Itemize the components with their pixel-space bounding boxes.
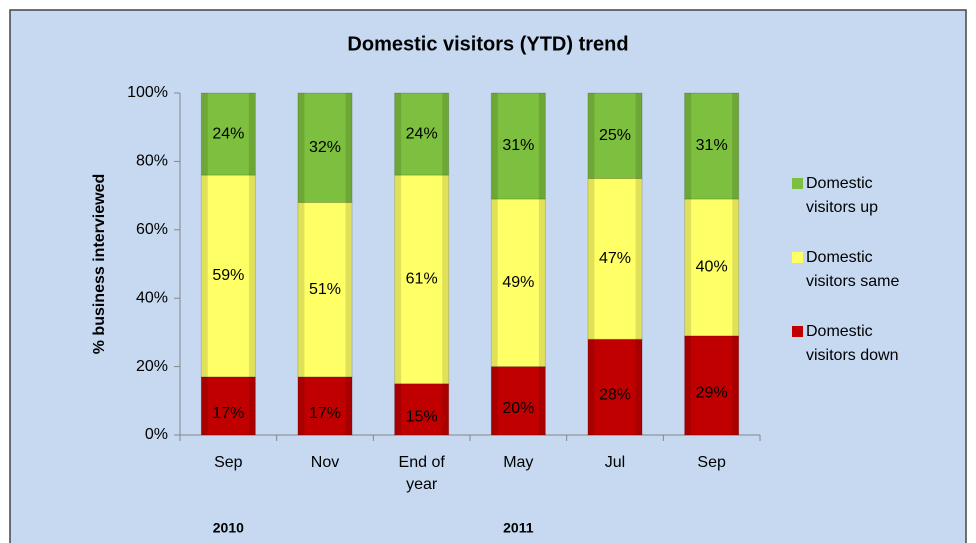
legend-item: Domestic visitors same	[792, 246, 942, 294]
x-tick-label: Nov	[311, 454, 339, 471]
legend-item: Domestic visitors up	[792, 172, 942, 220]
bar-segment	[587, 178, 643, 340]
bar-shade	[538, 366, 546, 435]
bar-segment	[587, 338, 643, 436]
chart-background	[9, 9, 967, 543]
y-tick-label: 40%	[136, 289, 168, 306]
legend-label: Domestic visitors same	[806, 249, 900, 290]
bar-shade	[491, 366, 498, 435]
year-label: 2011	[503, 520, 534, 536]
bar-shade	[394, 93, 402, 176]
data-label: 17%	[309, 405, 341, 422]
bar-shade	[248, 93, 256, 176]
chart-title: Domestic visitors (YTD) trend	[347, 33, 628, 55]
bar-shade	[635, 93, 643, 179]
bar-shade	[732, 199, 739, 336]
bar-shade	[345, 93, 353, 203]
data-label: 29%	[696, 385, 728, 402]
bar-shade	[732, 93, 739, 200]
data-label: 24%	[406, 125, 438, 142]
legend-swatch	[792, 178, 803, 189]
bar-shade	[491, 199, 498, 367]
data-label: 61%	[406, 271, 438, 288]
bar-shade	[587, 178, 595, 340]
bar-shade	[201, 93, 208, 176]
bar-shade	[201, 376, 208, 435]
legend: Domestic visitors up Domestic visitors sa…	[792, 172, 942, 394]
data-label: 25%	[599, 127, 631, 144]
bar-shade	[248, 376, 256, 435]
bar-shade	[442, 93, 449, 176]
data-label: 24%	[212, 125, 244, 142]
y-tick-label: 0%	[145, 426, 168, 443]
bar-segment	[490, 92, 546, 200]
x-tick-label: End of year	[399, 454, 446, 493]
bar-segment	[394, 174, 450, 385]
year-label: 2010	[213, 520, 244, 536]
bar-segment	[200, 92, 256, 176]
data-label: 40%	[696, 259, 728, 276]
bar-shade	[635, 178, 643, 340]
legend-swatch	[792, 326, 803, 337]
data-label: 49%	[502, 274, 534, 291]
bar-shade	[732, 335, 739, 435]
bar-shade	[587, 339, 595, 435]
data-label: 15%	[406, 409, 438, 426]
data-label: 20%	[502, 400, 534, 417]
data-label: 51%	[309, 281, 341, 298]
bar-segment	[297, 376, 353, 436]
legend-swatch	[792, 252, 803, 263]
bar-shade	[345, 376, 353, 435]
bar-shade	[394, 175, 402, 384]
bar-shade	[684, 335, 692, 435]
data-label: 17%	[212, 405, 244, 422]
legend-label: Domestic visitors down	[806, 323, 899, 364]
bar-shade	[538, 93, 546, 200]
data-label: 47%	[599, 250, 631, 267]
y-tick-label: 80%	[136, 153, 168, 170]
y-tick-label: 20%	[136, 358, 168, 375]
legend-item: Domestic visitors down	[792, 320, 942, 368]
bar-segment	[297, 92, 353, 203]
bar-shade	[345, 202, 353, 377]
bar-shade	[587, 93, 595, 179]
bar-segment	[684, 198, 740, 337]
bar-shade	[491, 93, 498, 200]
y-tick-label: 100%	[127, 84, 168, 101]
bar-segment	[394, 92, 450, 176]
bar-shade	[248, 175, 256, 377]
bar-segment	[200, 174, 256, 378]
x-tick-label: Sep	[214, 454, 243, 471]
bar-segment	[587, 92, 643, 179]
data-label: 31%	[502, 137, 534, 154]
x-tick-label: May	[503, 454, 533, 471]
data-label: 28%	[599, 386, 631, 403]
bar-shade	[442, 383, 449, 435]
bar-shade	[297, 202, 305, 377]
legend-label: Domestic visitors up	[806, 175, 879, 216]
bar-shade	[538, 199, 546, 367]
bar-shade	[442, 175, 449, 384]
bar-segment	[297, 201, 353, 378]
bar-shade	[684, 199, 692, 336]
x-tick-label: Sep	[697, 454, 726, 471]
data-label: 31%	[696, 137, 728, 154]
bar-shade	[297, 93, 305, 203]
bar-shade	[684, 93, 692, 200]
x-tick-label: Jul	[605, 454, 625, 471]
y-tick-label: 60%	[136, 221, 168, 238]
y-axis-label: % business interviewed	[91, 174, 108, 355]
bar-segment	[490, 198, 546, 368]
data-label: 59%	[212, 267, 244, 284]
data-label: 32%	[309, 139, 341, 156]
bar-shade	[635, 339, 643, 435]
bar-segment	[684, 92, 740, 200]
bar-shade	[297, 376, 305, 435]
bar-segment	[200, 376, 256, 436]
bar-segment	[394, 383, 450, 436]
bar-shade	[201, 175, 208, 377]
bar-shade	[394, 383, 402, 435]
